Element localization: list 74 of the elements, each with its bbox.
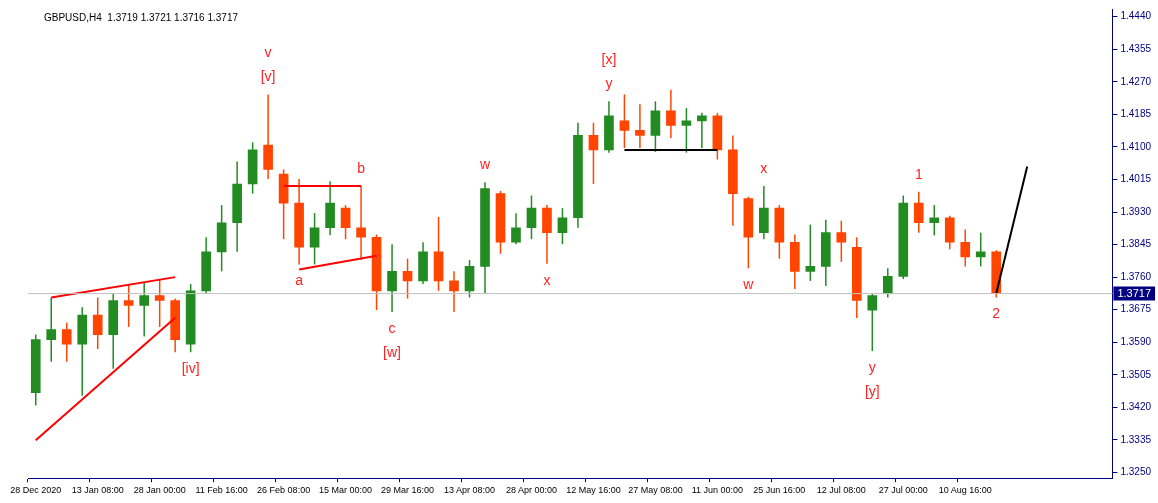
x-tick-label: 12 Jul 08:00	[816, 485, 866, 496]
text: a	[295, 272, 303, 289]
candlestick	[619, 93, 630, 149]
y-tick-label: 1.4015	[1120, 173, 1152, 185]
text: [iv]	[181, 360, 200, 377]
candlestick	[123, 284, 134, 328]
candlestick	[46, 296, 57, 363]
candlestick	[913, 190, 924, 234]
y-tick-label: 1.4185	[1120, 108, 1152, 120]
text: c [w]	[383, 319, 401, 360]
candlestick	[975, 231, 986, 268]
y-tick-label: 1.3335	[1120, 433, 1152, 445]
x-tick-label: 13 Jan 08:00	[71, 485, 124, 496]
x-tick-label: 13 Apr 08:00	[443, 485, 496, 496]
y-tick-label: 1.3420	[1120, 401, 1152, 413]
candlestick	[526, 194, 537, 240]
candlestick	[805, 223, 816, 282]
x-tick-label: 27 May 08:00	[628, 485, 683, 496]
y-tick-label: 1.4100	[1120, 140, 1152, 152]
candlestick	[92, 296, 103, 350]
x-tick-label: 26 Feb 08:00	[257, 485, 311, 496]
x-tick-label: 28 Dec 2020	[10, 485, 62, 496]
candlestick	[449, 270, 459, 313]
y-tick-label: 1.3845	[1120, 238, 1152, 250]
candlestick	[387, 243, 397, 313]
x-tick-label: 11 Feb 16:00	[195, 485, 248, 496]
y-tick-label: 1.4440	[1120, 10, 1152, 22]
y-tick-label: 1.3250	[1120, 466, 1152, 478]
ref-line-label: 1.3717	[1117, 286, 1152, 299]
candlestick	[356, 185, 366, 261]
candlestick	[557, 207, 568, 245]
y-tick-label: 1.4270	[1120, 75, 1152, 87]
y-tick-label: 1.3930	[1120, 205, 1152, 217]
x-tick-label: 25 Jun 16:00	[753, 485, 806, 496]
candlestick	[960, 228, 971, 268]
x-tick-label: 28 Jan 00:00	[133, 485, 186, 496]
candlestick	[836, 220, 847, 263]
text: 2	[992, 305, 1001, 322]
y-tick-label: 1.4355	[1120, 42, 1152, 54]
text: v [v]	[260, 44, 276, 85]
chart-title: GBPUSD,H4 1.3719 1.3721 1.3716 1.3717	[44, 11, 239, 23]
candlestick	[402, 257, 413, 300]
y-tick-label: 1.3505	[1120, 368, 1152, 380]
candlestick	[139, 282, 150, 338]
x-tick-label: 27 Jul 00:00	[878, 485, 928, 496]
y-tick-label: 1.3675	[1120, 303, 1152, 315]
x-tick-label: 10 Aug 16:00	[938, 485, 992, 496]
x-tick-label: 12 May 16:00	[566, 485, 621, 496]
text: b	[357, 159, 365, 176]
x-tick-label: 11 Jun 00:00	[691, 485, 744, 496]
candlestick	[511, 212, 521, 245]
text: 1	[914, 165, 923, 182]
y-tick-label: 1.3590	[1120, 335, 1152, 347]
candlestick	[697, 112, 707, 149]
candlestick	[309, 212, 320, 266]
x-tick-label: 15 Mar 00:00	[319, 485, 373, 496]
candlestick	[61, 321, 72, 363]
y-tick-label: 1.3760	[1120, 270, 1152, 282]
candlestick	[666, 89, 676, 139]
text: w	[479, 155, 491, 172]
x-tick-label: 28 Apr 00:00	[505, 485, 557, 496]
candlestick	[154, 278, 165, 328]
candlestick	[867, 292, 878, 352]
text: x	[543, 271, 551, 288]
candlestick	[882, 267, 893, 299]
candlestick	[929, 204, 940, 237]
text: y [y]	[864, 358, 880, 399]
text: x	[760, 159, 768, 176]
text: w	[743, 276, 754, 293]
candlestick	[635, 103, 645, 149]
x-tick-label: 29 Mar 16:00	[381, 485, 435, 496]
candlestick	[340, 204, 351, 240]
text: [x] y	[601, 51, 617, 92]
candlestick	[588, 122, 599, 185]
